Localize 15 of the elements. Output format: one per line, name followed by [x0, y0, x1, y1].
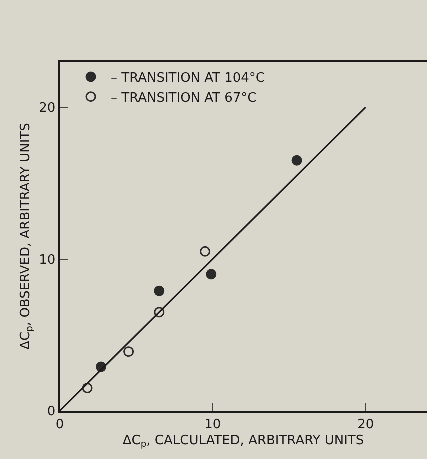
y-tick-label: 0	[47, 404, 56, 420]
legend-label: – TRANSITION AT 67°C	[111, 90, 257, 106]
point	[200, 246, 211, 257]
x-tick-label: 20	[358, 417, 374, 432]
x-tick-label: 10	[204, 417, 222, 432]
y-tick-label: 20	[39, 101, 56, 116]
point	[206, 269, 217, 280]
x-axis-title: ΔC$_{p}$, CALCULATED, ARBITRARY UNITS	[122, 433, 364, 450]
point	[292, 155, 302, 166]
point	[124, 346, 134, 358]
legend-label: – TRANSITION AT 104°C	[111, 71, 266, 86]
point	[154, 286, 165, 296]
y-tick-label: 10	[39, 252, 56, 268]
point	[154, 307, 165, 318]
point	[82, 382, 93, 394]
